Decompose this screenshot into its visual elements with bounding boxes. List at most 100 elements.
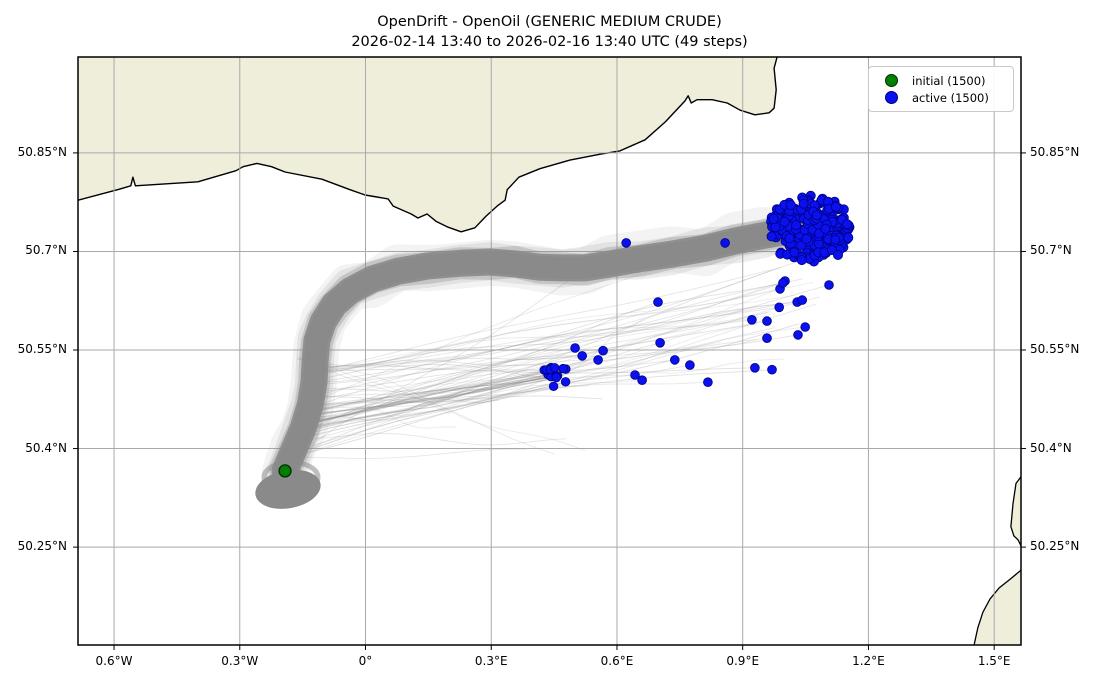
active-particle-dot <box>830 201 841 212</box>
stray-trajectory <box>302 399 500 422</box>
bundle-trajectory <box>561 318 644 376</box>
active-particle-dot <box>762 333 772 344</box>
active-particle-dot <box>750 362 760 373</box>
x-tick-label: 1.2°E <box>852 654 885 668</box>
y-tick-label-right: 50.55°N <box>1030 342 1080 356</box>
stray-trajectory <box>311 364 690 429</box>
legend-item-active: active (1500) <box>879 89 1005 106</box>
coastline-england <box>78 57 778 233</box>
stray-trajectory <box>306 359 599 368</box>
stray-trajectory <box>304 372 575 422</box>
stray-trajectory <box>313 379 643 411</box>
bundle-trajectory <box>303 376 555 417</box>
stray-trajectory <box>297 356 586 452</box>
x-tick-label: 0.3°W <box>221 654 259 668</box>
active-particle-dot <box>630 370 640 380</box>
active-particle-dot <box>833 249 844 260</box>
bundle-trajectory <box>310 369 557 424</box>
bundle-trajectory <box>561 309 744 368</box>
active-particle-dot <box>770 222 781 233</box>
active-particle-dot <box>830 234 841 245</box>
map-layer <box>78 57 1021 645</box>
land-france-corner <box>974 570 1021 645</box>
stray-trajectory <box>312 254 819 408</box>
active-particle-dot <box>784 233 795 244</box>
legend-label-active: active (1500) <box>912 90 989 105</box>
stray-trajectory <box>309 286 790 378</box>
tick-marks <box>73 152 1026 650</box>
stray-trajectory <box>313 374 636 399</box>
active-particle-dot <box>703 377 713 388</box>
active-particles-layer <box>539 190 855 392</box>
y-tick-label-right: 50.85°N <box>1030 144 1080 159</box>
stray-trajectory <box>300 385 590 408</box>
active-particle-dot <box>762 316 772 326</box>
bundle-trajectory <box>559 339 757 375</box>
active-particle-dot <box>766 231 777 242</box>
land-france-sliver <box>1010 476 1021 546</box>
stray-trajectory <box>314 281 814 372</box>
active-particle-dot <box>820 223 831 234</box>
legend-label-initial: initial (1500) <box>912 73 986 88</box>
active-particle-dot <box>811 210 822 221</box>
start-loop-blob <box>255 469 321 509</box>
active-particle-dot <box>778 278 788 288</box>
active-particle-dot <box>598 345 608 356</box>
stray-trajectory <box>309 269 773 375</box>
active-particle-dot <box>797 295 807 305</box>
x-tick-label: 0.6°W <box>95 654 133 668</box>
bundle-trajectory <box>564 358 784 381</box>
legend-item-initial: initial (1500) <box>879 72 1005 89</box>
bundle-trajectory <box>308 371 557 435</box>
initial-marker-icon <box>885 74 898 87</box>
bundle-trajectory <box>305 366 563 432</box>
active-particle-dot <box>779 216 790 227</box>
stray-trajectory <box>315 350 604 383</box>
stray-trajectory <box>315 359 675 390</box>
chart-title: OpenDrift - OpenOil (GENERIC MEDIUM CRUD… <box>377 14 722 30</box>
bundle-trajectory <box>550 323 758 375</box>
active-particle-dot <box>593 355 603 365</box>
initial-particle-dot <box>278 464 292 478</box>
bundle-trajectory <box>305 373 552 423</box>
plot-border <box>77 56 1022 646</box>
stray-trajectory <box>306 387 488 423</box>
active-particle-dot <box>798 198 809 209</box>
stray-trajectory <box>304 355 583 371</box>
stray-trajectory <box>308 301 659 430</box>
land-england <box>78 57 778 232</box>
bundle-trajectory <box>553 341 722 378</box>
main-trajectory-band <box>274 216 817 482</box>
stray-trajectory <box>309 288 781 450</box>
active-particle-dot <box>793 330 803 340</box>
y-tick-label-right: 50.25°N <box>1030 539 1080 554</box>
stray-trajectory <box>309 369 773 407</box>
active-particle-dot <box>550 363 560 373</box>
stray-trajectory <box>312 296 821 413</box>
chart-subtitle: 2026-02-14 13:40 to 2026-02-16 13:40 UTC… <box>351 34 748 50</box>
x-tick-label: 0° <box>358 654 373 668</box>
stray-trajectory <box>312 280 786 428</box>
stray-trajectory <box>296 358 560 380</box>
stray-trajectory <box>306 294 795 372</box>
active-particle-dot <box>791 220 802 231</box>
stray-trajectory <box>305 312 768 422</box>
stray-trajectory <box>306 311 771 403</box>
active-particle-dot <box>843 232 854 243</box>
active-particle-dot <box>747 314 757 325</box>
active-particle-dot <box>789 247 800 258</box>
stray-trajectory <box>303 282 784 431</box>
x-tick-label: 0.6°E <box>600 654 634 668</box>
stray-trajectory <box>298 283 782 386</box>
y-tick-label-left: 50.7°N <box>25 243 67 258</box>
coastline-france-sliver <box>1010 476 1021 547</box>
y-tick-label-right: 50.4°N <box>1030 440 1072 455</box>
active-particle-dot <box>558 363 568 374</box>
x-tick-label: 1.5°E <box>977 654 1011 668</box>
stray-trajectory <box>314 320 768 419</box>
active-particle-dot <box>560 377 571 387</box>
active-particle-dot <box>685 360 695 370</box>
stray-trajectory <box>309 303 777 374</box>
active-particle-dot <box>796 240 807 251</box>
